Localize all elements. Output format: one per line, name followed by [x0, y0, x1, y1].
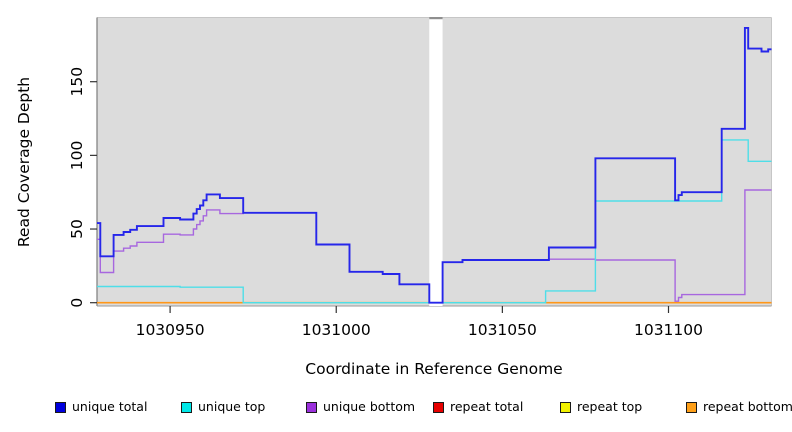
legend-item-repeat-bottom: repeat bottom: [686, 398, 792, 416]
legend-swatch-unique-total: [55, 401, 66, 413]
legend-label: repeat total: [450, 399, 524, 414]
legend-swatch-repeat-bottom: [686, 401, 697, 413]
gap-band-top-edge: [429, 17, 443, 20]
legend-label: unique total: [72, 399, 148, 414]
legend-item-unique-total: unique total: [55, 398, 147, 416]
legend: unique total unique top unique bottom repea…: [0, 398, 792, 420]
gap-band: [429, 18, 443, 306]
y-tick-label: 50: [68, 219, 86, 239]
legend-item-unique-top: unique top: [181, 398, 265, 416]
y-tick-label: 100: [68, 141, 86, 171]
legend-label: unique bottom: [323, 399, 416, 414]
legend-item-repeat-total: repeat total: [433, 398, 523, 416]
legend-swatch-repeat-total: [433, 401, 444, 413]
legend-item-repeat-top: repeat top: [560, 398, 642, 416]
y-tick-label: 0: [68, 298, 86, 308]
legend-label: repeat bottom: [703, 399, 792, 414]
legend-item-unique-bottom: unique bottom: [306, 398, 415, 416]
legend-swatch-unique-top: [181, 401, 192, 413]
y-tick-label: 150: [68, 67, 86, 97]
x-tick-label: 1031100: [634, 321, 703, 339]
x-tick-label: 1031050: [468, 321, 537, 339]
legend-label: repeat top: [577, 399, 643, 414]
x-tick-label: 1030950: [136, 321, 205, 339]
x-axis-title: Coordinate in Reference Genome: [305, 360, 563, 378]
x-tick-label: 1031000: [302, 321, 371, 339]
legend-swatch-unique-bottom: [306, 401, 317, 413]
series-unique-top-line: [97, 139, 772, 304]
y-axis-title: Read Coverage Depth: [15, 76, 33, 248]
series-unique-total-line: [97, 26, 772, 304]
legend-label: unique top: [198, 399, 266, 414]
legend-swatch-repeat-top: [560, 401, 571, 413]
